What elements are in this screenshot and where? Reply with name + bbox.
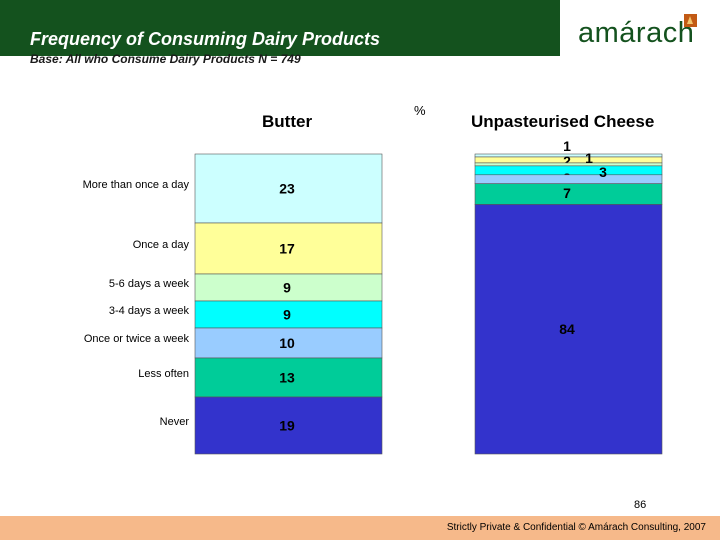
footer-bar: Strictly Private & Confidential © Amárac… bbox=[0, 516, 720, 540]
page-number: 86 bbox=[634, 499, 646, 511]
data-label-butter-6: 13 bbox=[279, 370, 295, 386]
stacked-bar-chart: 23179910131912133784 bbox=[0, 0, 720, 540]
data-label-cheese-6: 7 bbox=[563, 185, 571, 201]
data-label-cheese-3: 1 bbox=[585, 150, 593, 166]
data-label-butter-3: 9 bbox=[283, 280, 291, 296]
data-label-butter-7: 19 bbox=[279, 418, 295, 434]
data-label-butter-2: 17 bbox=[279, 241, 295, 257]
bar-segment-cheese-5 bbox=[475, 175, 662, 184]
data-label-cheese-1: 1 bbox=[563, 138, 571, 154]
footer-text: Strictly Private & Confidential © Amárac… bbox=[447, 522, 706, 533]
data-label-cheese-7: 84 bbox=[559, 321, 575, 337]
data-label-butter-5: 10 bbox=[279, 335, 295, 351]
data-label-butter-1: 23 bbox=[279, 181, 295, 197]
data-label-cheese-5: 3 bbox=[599, 164, 607, 180]
bar-segment-cheese-3 bbox=[475, 163, 662, 166]
data-label-butter-4: 9 bbox=[283, 307, 291, 323]
